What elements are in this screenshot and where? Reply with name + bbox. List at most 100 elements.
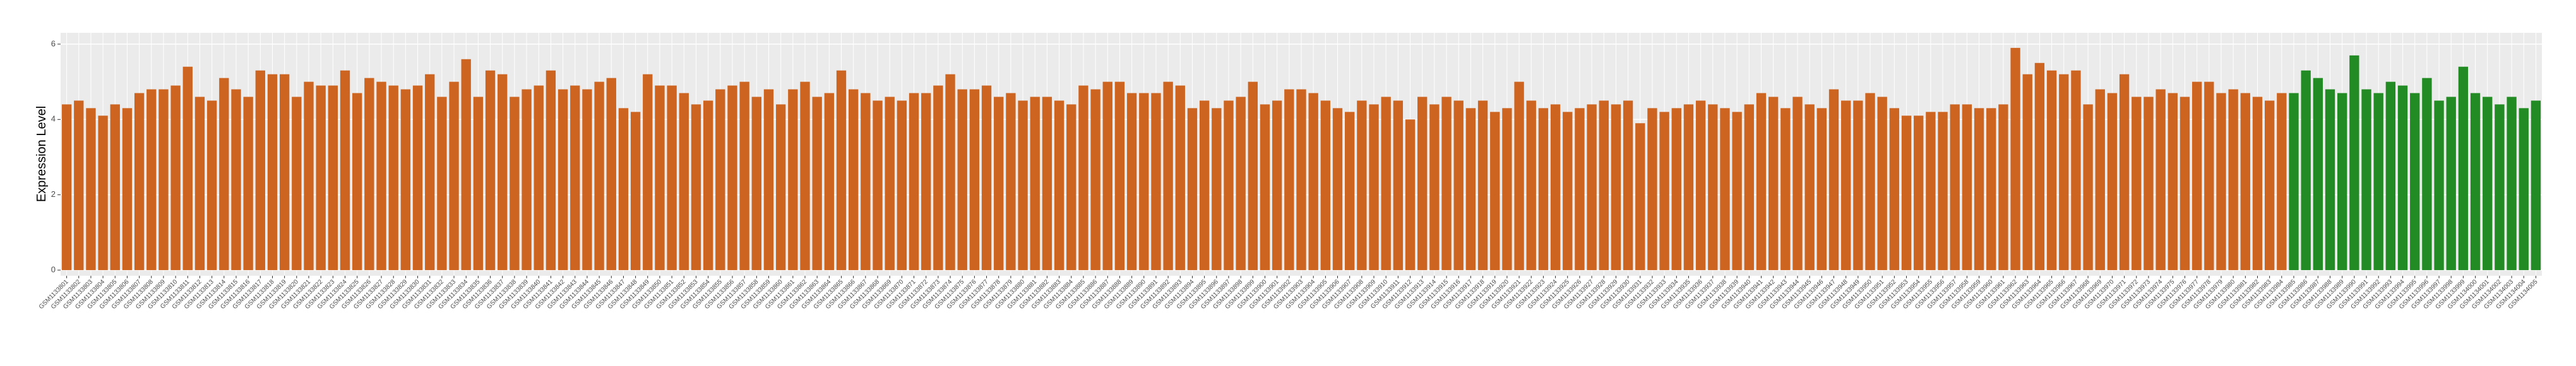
- bar: [2168, 93, 2178, 271]
- bar: [2132, 97, 2142, 271]
- bar: [1889, 108, 1900, 271]
- bar: [510, 97, 520, 271]
- bar: [352, 93, 362, 271]
- bar: [2204, 81, 2214, 271]
- bar: [1804, 104, 1815, 271]
- bar: [945, 74, 955, 271]
- bar: [2373, 93, 2383, 271]
- bar: [1550, 104, 1561, 271]
- bar: [122, 108, 133, 271]
- bar: [1816, 108, 1827, 271]
- bar: [570, 85, 580, 271]
- bar: [836, 70, 847, 271]
- bar: [498, 74, 508, 271]
- bar: [412, 85, 423, 271]
- bar: [2519, 108, 2529, 271]
- bar: [1926, 112, 1936, 271]
- bar: [449, 81, 459, 271]
- bar: [1151, 93, 1161, 271]
- bar: [1357, 100, 1367, 271]
- bar: [74, 100, 84, 271]
- bar: [1102, 81, 1112, 271]
- bar: [231, 89, 241, 271]
- bar: [328, 85, 338, 271]
- bar: [1526, 100, 1536, 271]
- bar: [2034, 62, 2045, 271]
- bar: [86, 108, 96, 271]
- bar: [2361, 89, 2371, 271]
- bar: [643, 74, 653, 271]
- bar: [1199, 100, 1210, 271]
- bar: [340, 70, 350, 271]
- bar: [2397, 85, 2408, 271]
- bar: [2313, 78, 2323, 271]
- bar: [485, 70, 496, 271]
- bar: [1986, 108, 1996, 271]
- bar: [364, 78, 374, 271]
- bar: [1212, 108, 1222, 271]
- bar: [425, 74, 435, 271]
- bar: [1163, 81, 1173, 271]
- bar: [134, 93, 145, 271]
- bar: [2507, 97, 2517, 271]
- y-tick-label: 0: [51, 264, 56, 274]
- bar: [885, 97, 895, 271]
- bar: [2277, 93, 2287, 271]
- bar: [2179, 97, 2190, 271]
- bar: [1224, 100, 1234, 271]
- bar: [1744, 104, 1754, 271]
- bar: [376, 81, 386, 271]
- bar: [1006, 93, 1016, 271]
- bar: [933, 85, 943, 271]
- bar: [2264, 100, 2275, 271]
- bar: [800, 81, 810, 271]
- bar: [861, 93, 871, 271]
- bar: [679, 93, 689, 271]
- bar: [2046, 70, 2057, 271]
- bar: [2301, 70, 2311, 271]
- bar: [2337, 93, 2347, 271]
- bar: [2434, 100, 2444, 271]
- bar: [2240, 93, 2250, 271]
- bar: [2325, 89, 2335, 271]
- bar: [1018, 100, 1028, 271]
- bar: [243, 97, 253, 271]
- bar: [1756, 93, 1767, 271]
- bar: [582, 89, 592, 271]
- bar: [2470, 93, 2481, 271]
- bar: [1381, 97, 1391, 271]
- bar: [763, 89, 774, 271]
- bar: [146, 89, 157, 271]
- bar: [1465, 108, 1476, 271]
- bar: [2095, 89, 2105, 271]
- bar: [751, 97, 761, 271]
- bar: [388, 85, 398, 271]
- bar: [606, 78, 616, 271]
- y-axis-title: Expression Level: [35, 106, 49, 202]
- bar: [2410, 93, 2420, 271]
- bar: [1248, 81, 1258, 271]
- bar: [1563, 112, 1573, 271]
- bar: [897, 100, 907, 271]
- bar: [304, 81, 314, 271]
- bar: [110, 104, 120, 271]
- bar: [1345, 112, 1355, 271]
- bar: [630, 112, 641, 271]
- bar: [667, 85, 677, 271]
- bar: [2107, 93, 2118, 271]
- bar: [1974, 108, 1984, 271]
- bar: [1708, 104, 1718, 271]
- bar: [1575, 108, 1585, 271]
- bar: [1780, 108, 1791, 271]
- bar: [1841, 100, 1851, 271]
- bar: [618, 108, 629, 271]
- bar: [1114, 81, 1125, 271]
- bar: [1090, 89, 1100, 271]
- bar: [775, 104, 786, 271]
- bar: [1502, 108, 1512, 271]
- bar: [2385, 81, 2396, 271]
- bar: [2144, 97, 2154, 271]
- bar: [873, 100, 883, 271]
- bar: [1187, 108, 1198, 271]
